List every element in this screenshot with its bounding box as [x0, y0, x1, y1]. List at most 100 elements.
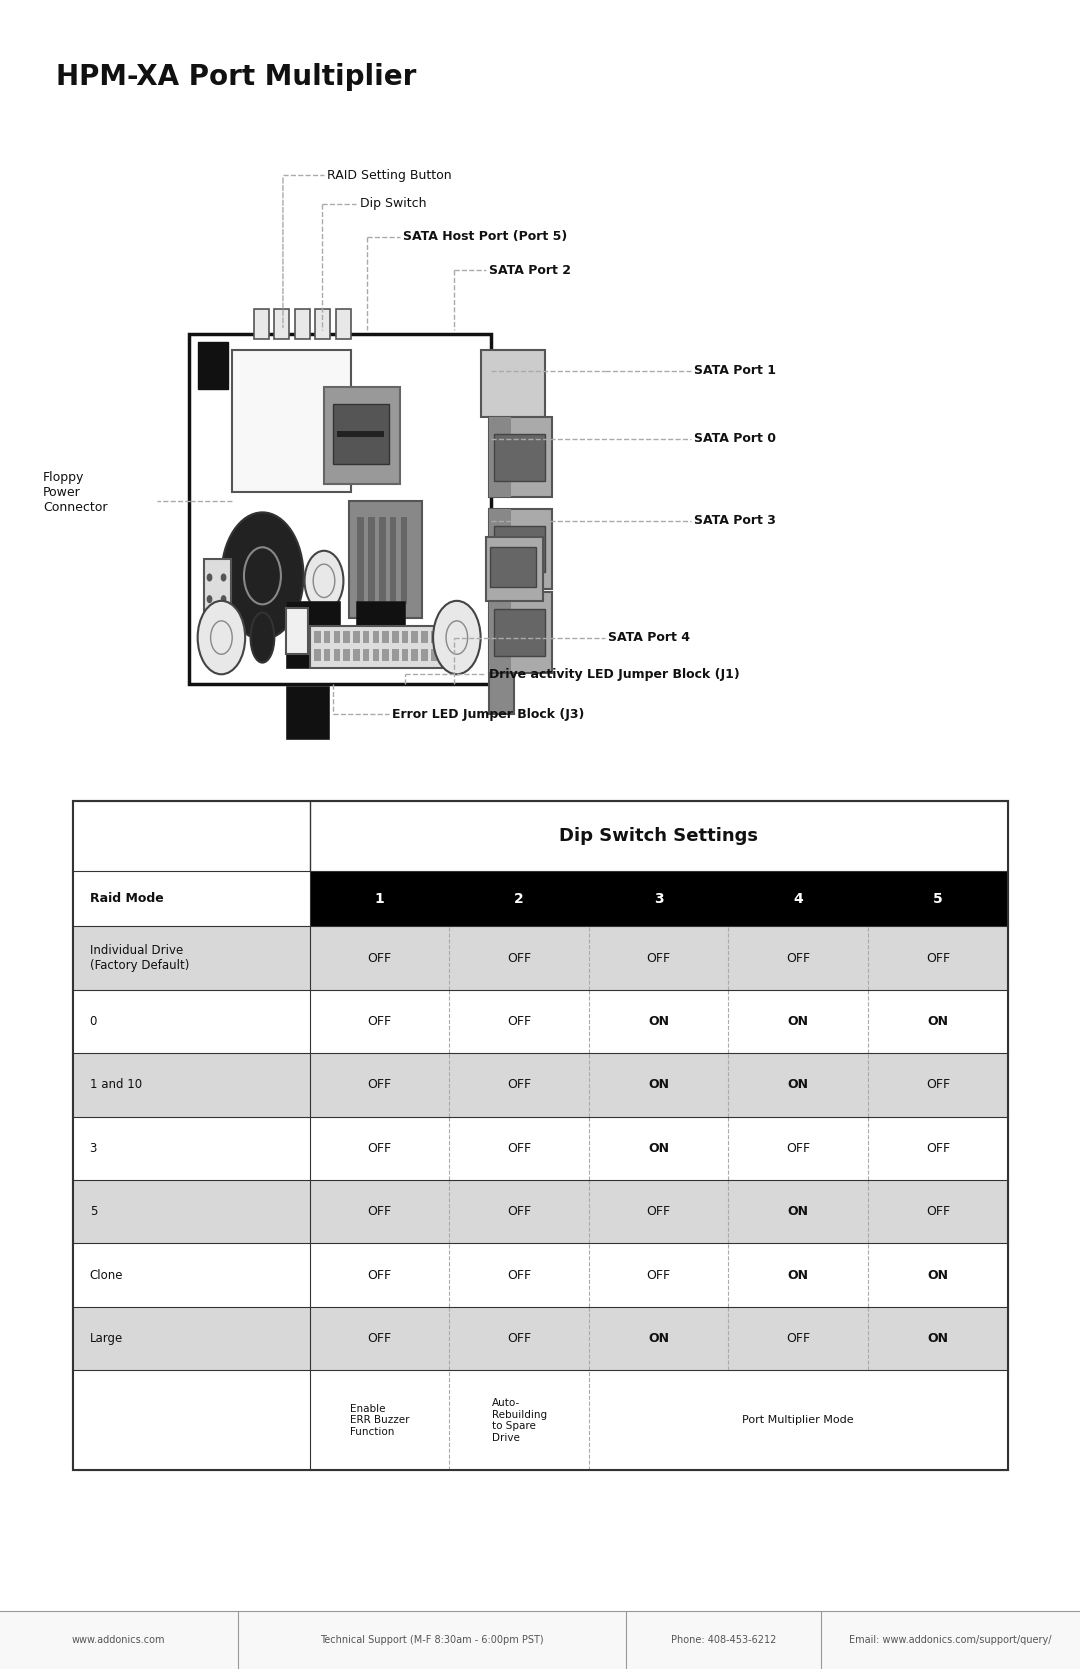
Text: OFF: OFF	[367, 1078, 392, 1092]
Text: OFF: OFF	[367, 1142, 392, 1155]
Bar	[295, 309, 310, 339]
Bar	[382, 649, 389, 661]
Bar	[490, 547, 536, 587]
Text: OFF: OFF	[367, 1268, 392, 1282]
Text: HPM-XA Port Multiplier: HPM-XA Port Multiplier	[56, 63, 417, 92]
Text: SATA Port 2: SATA Port 2	[489, 264, 571, 277]
Text: SATA Port 0: SATA Port 0	[694, 432, 777, 446]
Bar	[286, 601, 340, 668]
Text: SATA Port 4: SATA Port 4	[608, 631, 690, 644]
Text: ON: ON	[928, 1268, 948, 1282]
Bar	[343, 631, 350, 643]
Bar	[868, 990, 1008, 1053]
Bar	[314, 649, 321, 661]
Bar	[73, 1370, 310, 1470]
Text: OFF: OFF	[507, 1078, 531, 1092]
Bar	[349, 501, 422, 618]
Text: SATA Host Port (Port 5): SATA Host Port (Port 5)	[403, 230, 567, 244]
Circle shape	[207, 574, 212, 581]
Bar	[310, 801, 1008, 871]
Bar	[728, 1307, 868, 1370]
Text: OFF: OFF	[367, 1205, 392, 1218]
Bar	[392, 631, 399, 643]
Bar	[868, 1243, 1008, 1307]
Bar	[441, 631, 447, 643]
Bar	[343, 649, 350, 661]
Text: OFF: OFF	[507, 1015, 531, 1028]
Bar	[728, 871, 868, 926]
Bar	[73, 1053, 310, 1117]
Bar	[310, 626, 450, 668]
Bar	[449, 926, 589, 990]
Text: Dip Switch Settings: Dip Switch Settings	[559, 828, 758, 845]
Text: Individual Drive
(Factory Default): Individual Drive (Factory Default)	[90, 945, 189, 971]
Text: OFF: OFF	[367, 1332, 392, 1345]
Bar	[310, 1307, 449, 1370]
Bar	[728, 1180, 868, 1243]
Text: OFF: OFF	[367, 951, 392, 965]
Bar	[431, 649, 437, 661]
Text: Large: Large	[90, 1332, 123, 1345]
Bar	[489, 417, 511, 497]
Ellipse shape	[251, 613, 274, 663]
Bar	[334, 631, 340, 643]
Bar	[73, 1307, 310, 1370]
Bar	[336, 309, 351, 339]
Bar	[449, 1307, 589, 1370]
Text: Raid Mode: Raid Mode	[90, 893, 163, 905]
Bar	[411, 631, 418, 643]
Text: OFF: OFF	[507, 1205, 531, 1218]
Bar	[392, 649, 399, 661]
Bar	[589, 1053, 728, 1117]
Bar	[353, 649, 360, 661]
Bar	[449, 871, 589, 926]
Bar	[324, 631, 330, 643]
Text: Auto-
Rebuilding
to Spare
Drive: Auto- Rebuilding to Spare Drive	[491, 1399, 546, 1442]
Text: Port Multiplier Mode: Port Multiplier Mode	[742, 1415, 854, 1425]
Text: 3: 3	[90, 1142, 97, 1155]
Bar	[73, 990, 310, 1053]
Text: OFF: OFF	[367, 1015, 392, 1028]
Text: OFF: OFF	[507, 951, 531, 965]
Circle shape	[446, 621, 468, 654]
Bar	[315, 309, 330, 339]
Bar	[728, 1117, 868, 1180]
Circle shape	[198, 601, 245, 674]
Bar	[337, 431, 384, 437]
Circle shape	[221, 596, 226, 603]
Circle shape	[221, 574, 226, 581]
Bar	[411, 649, 418, 661]
Bar	[286, 686, 329, 739]
Text: ON: ON	[787, 1268, 809, 1282]
Text: ON: ON	[787, 1078, 809, 1092]
Circle shape	[207, 639, 212, 646]
Text: SATA Port 1: SATA Port 1	[694, 364, 777, 377]
Text: OFF: OFF	[926, 1142, 950, 1155]
Bar	[324, 387, 400, 484]
Circle shape	[221, 618, 226, 624]
Text: SATA Port 3: SATA Port 3	[694, 514, 777, 527]
Bar	[73, 926, 310, 990]
Bar	[254, 309, 269, 339]
Bar	[449, 1370, 589, 1470]
Bar	[310, 871, 449, 926]
Bar	[494, 434, 545, 481]
Bar	[373, 649, 379, 661]
Bar	[449, 1180, 589, 1243]
Bar	[390, 517, 396, 604]
Text: OFF: OFF	[926, 1078, 950, 1092]
Bar	[449, 1053, 589, 1117]
Bar	[357, 517, 364, 604]
Bar	[441, 649, 447, 661]
Bar	[494, 609, 545, 656]
Text: Dip Switch: Dip Switch	[360, 197, 427, 210]
Bar	[589, 1117, 728, 1180]
Bar	[449, 1243, 589, 1307]
Bar	[431, 631, 437, 643]
Bar	[333, 404, 389, 464]
Bar	[728, 926, 868, 990]
Bar	[589, 1370, 1008, 1470]
Text: Technical Support (M-F 8:30am - 6:00pm PST): Technical Support (M-F 8:30am - 6:00pm P…	[320, 1636, 544, 1644]
Bar	[868, 1180, 1008, 1243]
Bar	[489, 509, 511, 589]
